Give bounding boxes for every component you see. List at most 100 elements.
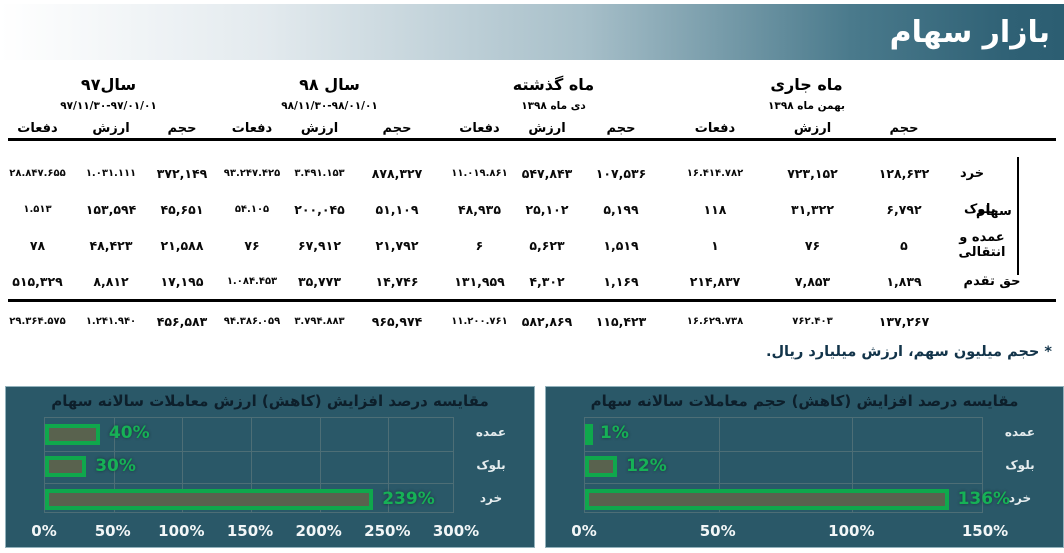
bar-بلوک bbox=[585, 456, 618, 478]
category-label-1: بلوک bbox=[1005, 458, 1035, 472]
bar-value-label: 30% bbox=[95, 455, 136, 476]
table-cell: ۱۰۷,۵۳۶ bbox=[595, 165, 647, 181]
total-cell: ۳.۷۹۴.۸۸۳ bbox=[294, 315, 345, 327]
plot-area: 40% 30% 239% bbox=[44, 417, 454, 513]
total-cell: ۹۶۵,۹۷۴ bbox=[371, 313, 423, 329]
row-label: عمده و انتقالی bbox=[958, 230, 1006, 260]
gridline bbox=[113, 418, 115, 512]
table-cell: ۷۸ bbox=[29, 237, 46, 253]
table-row: بلوک ۶,۷۹۲ ۳۱,۳۲۲ ۱۱۸ ۵,۱۹۹ ۲۵,۱۰۲ ۴۸,۹۳۵ ۵۱,۱۰… bbox=[0, 191, 1064, 227]
page-title: بازار سهام bbox=[889, 14, 1050, 50]
gridline bbox=[585, 483, 982, 485]
chart-title: مقایسه درصد افزایش (کاهش) حجم معاملات سا… bbox=[590, 392, 1019, 410]
bar-value-label: 239% bbox=[382, 488, 435, 509]
bar-عمده bbox=[45, 423, 100, 445]
total-cell: ۱۶.۶۲۹.۷۳۸ bbox=[686, 315, 744, 327]
table-cell: ۴۸,۴۲۳ bbox=[89, 237, 133, 253]
bar-value-label: 12% bbox=[626, 455, 667, 476]
table-cell: ۱.۰۳۱.۱۱۱ bbox=[85, 167, 137, 179]
table-row: حق تقدم ۱,۸۳۹ ۷,۸۵۳ ۲۱۴,۸۳۷ ۱,۱۶۹ ۴,۳۰۲ ۱۳۱,۹۵… bbox=[0, 263, 1064, 299]
group-title: سال ۹۸ bbox=[299, 75, 360, 94]
table-cell: ۲۱,۵۸۸ bbox=[160, 237, 204, 253]
row-label: بلوک bbox=[964, 201, 996, 217]
table-cell: ۴,۳۰۲ bbox=[529, 273, 565, 289]
table-body: خرد ۱۲۸,۶۳۲ ۷۲۳,۱۵۲ ۱۶.۴۱۴.۷۸۲ ۱۰۷,۵۳۶ ۵۴۷,۸۴… bbox=[0, 141, 1064, 299]
column-header-count: دفعات bbox=[231, 121, 273, 136]
group-subtitle: ۹۷/۱۱/۳۰-۹۷/۰۱/۰۱ bbox=[60, 100, 157, 112]
bar-row: 136% bbox=[585, 483, 1010, 516]
category-label-0: عمده bbox=[475, 425, 507, 440]
column-header-volume: حجم bbox=[167, 121, 197, 136]
group-title: سال۹۷ bbox=[80, 75, 137, 94]
chart-title: مقایسه درصد افزایش (کاهش) ارزش معاملات س… bbox=[51, 392, 489, 410]
table-cell: ۲۸.۸۴۷.۶۵۵ bbox=[9, 167, 66, 179]
table-cell: ۱,۵۱۹ bbox=[603, 237, 639, 253]
bar-بلوک bbox=[45, 456, 87, 478]
bar-value-label: 136% bbox=[957, 488, 1011, 509]
column-header-value: ارزش bbox=[528, 121, 566, 136]
table-cell: ۳۵,۷۷۳ bbox=[298, 273, 341, 289]
group-year-97: سال۹۷ ۹۷/۱۱/۳۰-۹۷/۰۱/۰۱ bbox=[0, 72, 217, 114]
group-subtitle: دی ماه ۱۳۹۸ bbox=[521, 100, 586, 112]
row-label-column-header bbox=[948, 72, 1064, 114]
table-cell: ۱.۰۸۴.۴۵۳ bbox=[226, 275, 278, 287]
bar-value-label: 40% bbox=[108, 423, 150, 444]
table-cell: ۹۳.۲۴۷.۴۲۵ bbox=[223, 167, 281, 179]
bar-row: 12% bbox=[585, 451, 982, 484]
stock-group-label: سهام bbox=[976, 204, 1012, 219]
gridline bbox=[718, 418, 720, 512]
total-cell: ۴۵۶,۵۸۳ bbox=[156, 313, 208, 329]
table-cell: ۵۴.۱۰۵ bbox=[234, 203, 270, 215]
column-header-count: دفعات bbox=[17, 121, 58, 136]
row-label: حق تقدم bbox=[963, 273, 1021, 289]
table-cell: ۴۸,۹۳۵ bbox=[458, 201, 501, 217]
table-cell: ۵ bbox=[900, 237, 908, 253]
bar-خرد bbox=[585, 489, 949, 511]
bar-row: 1% bbox=[585, 418, 982, 451]
total-cell: ۱.۲۴۱.۹۴۰ bbox=[85, 315, 137, 327]
table-cell: ۱,۱۶۹ bbox=[603, 273, 639, 289]
header-rule bbox=[8, 138, 1056, 141]
total-cell: ۵۸۲,۸۶۹ bbox=[521, 313, 573, 329]
x-tick: 150% bbox=[961, 522, 1009, 540]
x-tick: 0% bbox=[571, 522, 597, 540]
table-cell: ۱۴,۷۴۶ bbox=[375, 273, 419, 289]
column-header-value: ارزش bbox=[92, 121, 130, 136]
table-cell: ۲۵,۱۰۲ bbox=[525, 201, 569, 217]
chart-panel-left: مقایسه درصد افزایش (کاهش) ارزش معاملات س… bbox=[5, 386, 535, 548]
table-cell: ۷,۸۵۳ bbox=[794, 273, 831, 289]
table-cell: ۵,۱۹۹ bbox=[603, 201, 639, 217]
gridline bbox=[319, 418, 321, 512]
group-last-month: ماه گذشته دی ماه ۱۳۹۸ bbox=[442, 72, 665, 114]
totals-row: ۱۳۷,۲۶۷ ۷۶۲.۴۰۳ ۱۶.۶۲۹.۷۳۸ ۱۱۵,۴۲۳ ۵۸۲,۸۶۹ ۱۱… bbox=[0, 304, 1064, 338]
table-cell: ۶,۷۹۲ bbox=[886, 201, 922, 217]
table-cell: ۲۰۰,۰۴۵ bbox=[294, 201, 345, 217]
x-tick: 50% bbox=[699, 522, 736, 540]
table-cell: ۱۵۳,۵۹۴ bbox=[85, 201, 137, 217]
table-cell: ۳۷۲,۱۴۹ bbox=[156, 165, 208, 181]
table-cell: ۳.۴۹۱.۱۵۳ bbox=[294, 167, 345, 179]
plot-area: 1% 12% 136% bbox=[584, 417, 1010, 516]
table-cell: ۷۲۳,۱۵۲ bbox=[787, 165, 838, 181]
gridline bbox=[852, 418, 854, 512]
table-cell: ۵۱,۱۰۹ bbox=[375, 201, 419, 217]
table-cell: ۲۱,۷۹۲ bbox=[375, 237, 419, 253]
group-title: ماه جاری bbox=[770, 75, 843, 94]
row-label: خرد bbox=[960, 165, 985, 181]
chart-panel-right: مقایسه درصد افزایش (کاهش) حجم معاملات سا… bbox=[545, 386, 1064, 548]
table-cell: ۱.۵۱۳ bbox=[23, 203, 52, 215]
gridline bbox=[388, 418, 390, 512]
units-note: * حجم میلیون سهم، ارزش میلیارد ریال. bbox=[765, 344, 1052, 360]
table-cell: ۱ bbox=[711, 237, 719, 253]
x-tick: 200% bbox=[295, 522, 342, 540]
column-header-volume: حجم bbox=[889, 121, 919, 136]
column-header-volume: حجم bbox=[606, 121, 636, 136]
column-header-spacer bbox=[948, 136, 1064, 138]
category-label-1: بلوک bbox=[476, 458, 506, 472]
column-header-value: ارزش bbox=[793, 121, 832, 136]
x-tick: 250% bbox=[364, 522, 411, 540]
bar-row: 239% bbox=[45, 483, 453, 516]
bar-خرد bbox=[45, 489, 374, 511]
charts-area: مقایسه درصد افزایش (کاهش) ارزش معاملات س… bbox=[5, 386, 1064, 548]
